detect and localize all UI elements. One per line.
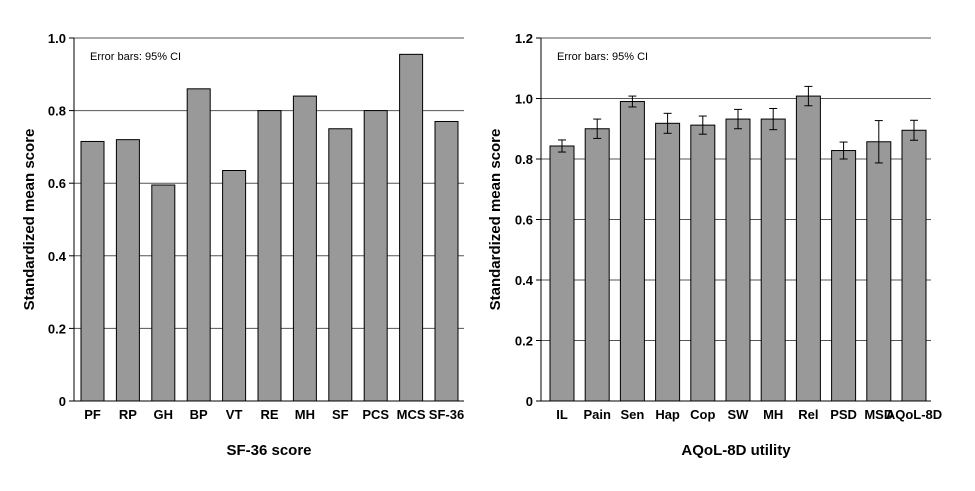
bar-sw xyxy=(725,118,751,402)
y-tick-label: 1.2 xyxy=(515,31,533,46)
bar-sf xyxy=(328,128,353,402)
bar-mh xyxy=(760,118,786,402)
y-tick-label: 0.8 xyxy=(515,152,533,167)
y-tick-label: 0.2 xyxy=(48,321,66,336)
x-tick-label: Sen xyxy=(620,407,644,422)
x-tick-label: VT xyxy=(226,407,243,422)
bar-gh xyxy=(151,184,176,402)
bar-aqol-8d xyxy=(901,129,927,402)
x-tick-label: Pain xyxy=(583,407,611,422)
x-tick-label: Rel xyxy=(798,407,818,422)
y-axis-title: Standardized mean score xyxy=(487,129,504,311)
y-tick-label: 0 xyxy=(59,394,66,409)
error-bars-note: Error bars: 95% CI xyxy=(557,51,648,63)
bar-bp xyxy=(186,88,211,402)
chart-1: 00.20.40.60.81.0PF RP GH BP VT RE MH SF PCS MCS SF… xyxy=(21,31,464,459)
x-tick-label: BP xyxy=(190,407,208,422)
y-tick-label: 0.6 xyxy=(515,213,533,228)
y-tick-label: 0.4 xyxy=(515,273,534,288)
x-tick-label: Cop xyxy=(690,407,715,422)
x-tick-label: AQoL-8D xyxy=(886,407,942,422)
x-tick-label: RP xyxy=(119,407,137,422)
bar-pf xyxy=(80,140,105,402)
x-tick-label: RE xyxy=(260,407,278,422)
y-axis-title: Standardized mean score xyxy=(21,129,38,311)
x-axis-title: AQoL-8D utility xyxy=(681,442,791,459)
y-tick-label: 1.0 xyxy=(48,31,66,46)
x-tick-label: MH xyxy=(295,407,315,422)
x-tick-label: GH xyxy=(154,407,174,422)
x-tick-label: PSD xyxy=(830,407,857,422)
y-tick-label: 0.2 xyxy=(515,334,533,349)
bar-msd xyxy=(866,141,892,402)
bar-mcs xyxy=(399,53,424,402)
bar-pcs xyxy=(363,110,388,402)
bar-rel xyxy=(795,95,821,402)
y-tick-label: 0.8 xyxy=(48,104,66,119)
x-tick-label: MH xyxy=(763,407,783,422)
y-tick-label: 0 xyxy=(526,394,533,409)
x-tick-label: MCS xyxy=(397,407,426,422)
bar-pain xyxy=(584,128,610,402)
bar-sf-36 xyxy=(434,120,459,402)
x-tick-label: SF-36 xyxy=(429,407,464,422)
y-tick-label: 0.6 xyxy=(48,176,66,191)
y-tick-label: 0.4 xyxy=(48,249,67,264)
bar-re xyxy=(257,110,282,402)
bar-vt xyxy=(222,169,247,402)
x-tick-label: IL xyxy=(556,407,568,422)
bar-hap xyxy=(655,122,681,402)
bar-rp xyxy=(115,139,140,402)
x-tick-label: PF xyxy=(84,407,101,422)
x-tick-label: SW xyxy=(728,407,750,422)
chart-2: 0 0.2 0.4 0.6 0.8 1.0 1.2 IL Pain Sen Hap Cop SW MH Re… xyxy=(487,31,942,459)
x-tick-label: PCS xyxy=(362,407,389,422)
x-axis-title: SF-36 score xyxy=(226,442,311,459)
x-tick-label: MSD xyxy=(864,407,893,422)
x-tick-label: Hap xyxy=(655,407,680,422)
bar-il xyxy=(549,145,575,402)
x-tick-label: SF xyxy=(332,407,349,422)
y-tick-label: 1.0 xyxy=(515,92,533,107)
bar-mh xyxy=(292,95,317,402)
error-bars-note: Error bars: 95% CI xyxy=(90,51,181,63)
bar-psd xyxy=(831,150,857,402)
bar-cop xyxy=(690,124,716,402)
bar-sen xyxy=(619,101,645,402)
